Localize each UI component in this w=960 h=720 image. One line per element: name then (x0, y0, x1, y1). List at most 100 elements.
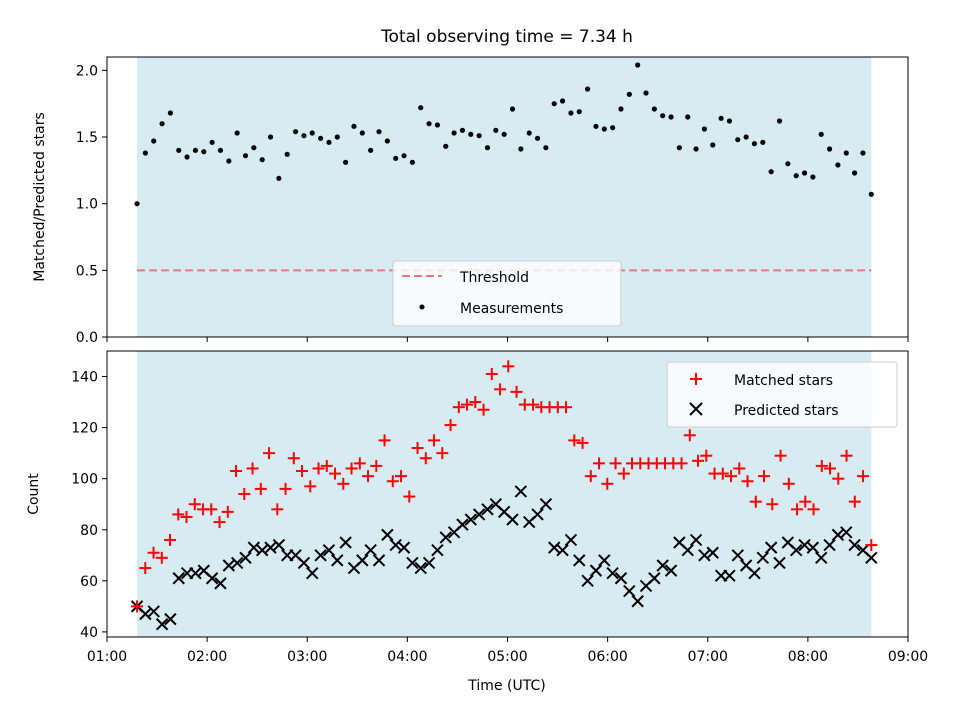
matched-point (584, 470, 597, 483)
matched-point (758, 470, 771, 483)
predicted-point (472, 508, 486, 521)
top-legend-box (392, 260, 622, 327)
measurement-point (484, 145, 491, 151)
matched-point (444, 419, 457, 432)
predicted-point (773, 556, 786, 570)
matched-point (131, 600, 144, 613)
predicted-point (205, 572, 219, 585)
matched-point (436, 447, 449, 460)
measurement-point (668, 114, 674, 120)
measurement-point (226, 158, 232, 164)
measurement-point (242, 153, 249, 159)
matched-point (857, 470, 870, 483)
matched-point (395, 470, 408, 483)
matched-point (576, 436, 589, 449)
measurement-point (801, 170, 808, 176)
measurement-point (793, 173, 799, 179)
matched-point (139, 562, 152, 575)
predicted-point (706, 546, 719, 559)
measurement-point (585, 86, 591, 92)
predicted-point (222, 559, 236, 572)
bottom-legend-box (666, 361, 898, 428)
matched-point (807, 503, 820, 516)
predicted-point (723, 569, 736, 582)
measurement-point (326, 139, 332, 145)
measurement-point (401, 153, 407, 159)
measurement-point (635, 62, 641, 68)
matched-point (304, 480, 317, 493)
matched-point (840, 449, 853, 462)
matched-point (799, 495, 812, 508)
predicted-point (264, 541, 277, 554)
matched-point (188, 498, 201, 511)
bottom-x-tick-label: 05:00 (487, 649, 527, 665)
measurement-point (468, 131, 474, 137)
matched-point (815, 459, 828, 472)
predicted-point (815, 551, 828, 565)
measurement-point (167, 110, 174, 116)
predicted-point (139, 607, 152, 621)
matched-point (279, 482, 292, 495)
measurement-point (393, 155, 399, 161)
bottom-y-tick-label: 80 (80, 523, 98, 539)
matched-point (716, 467, 729, 480)
bottom-y-tick-label: 100 (71, 472, 98, 488)
matched-point (733, 462, 746, 475)
predicted-point (848, 538, 861, 552)
measurement-point (718, 115, 724, 121)
bottom-x-tick-label: 07:00 (688, 649, 728, 665)
matched-point (502, 360, 515, 373)
matched-point (848, 495, 861, 508)
measurement-point (267, 134, 274, 140)
measurement-point (493, 127, 499, 133)
measurement-point (726, 118, 733, 124)
predicted-point (322, 543, 336, 557)
matched-point (254, 482, 267, 495)
predicted-point (306, 566, 319, 580)
top-legend: Threshold Measurements (392, 260, 622, 327)
measurement-point (334, 134, 340, 140)
predicted-point (556, 543, 569, 557)
matched-point (832, 472, 845, 485)
matched-point (609, 457, 622, 470)
predicted-point (606, 566, 619, 580)
matched-point (428, 434, 441, 447)
measurement-point (610, 125, 616, 131)
predicted-point (865, 551, 878, 565)
predicted-point (581, 574, 594, 588)
matched-point (238, 488, 251, 500)
matched-point (461, 398, 474, 411)
matched-point (353, 457, 366, 470)
bottom-y-tick-label: 140 (71, 370, 98, 386)
measurement-point (526, 130, 532, 136)
top-y-ticks: 0.0 0.5 1.0 1.5 2.0 (76, 63, 107, 346)
bottom-y-tick-label: 40 (80, 625, 98, 641)
measurement-point (551, 101, 557, 107)
matched-point (370, 459, 383, 472)
top-points-group (134, 62, 874, 207)
measurement-point (234, 130, 240, 136)
measurement-point (760, 139, 766, 145)
matched-point (180, 510, 193, 523)
matched-point (312, 462, 325, 475)
predicted-point (648, 572, 661, 585)
measurement-point (443, 143, 449, 149)
bottom-x-tick-label: 04:00 (387, 649, 427, 665)
matched-point (205, 503, 218, 516)
predicted-point (147, 605, 160, 618)
predicted-point (331, 554, 344, 567)
matched-point (494, 383, 507, 396)
bottom-x-axis-label: Time (UTC) (467, 678, 545, 694)
measurement-point (835, 162, 841, 168)
predicted-point (481, 503, 494, 516)
measurement-point (151, 138, 157, 144)
bottom-x-tick-label: 09:00 (888, 649, 928, 665)
matched-point (263, 447, 276, 460)
measurement-point (743, 134, 749, 140)
measurement-point (768, 169, 774, 175)
matched-point (403, 490, 416, 503)
measurement-point (318, 135, 324, 141)
predicted-point (840, 526, 853, 539)
bottom-x-tick-label: 06:00 (587, 649, 627, 665)
matched-point (246, 462, 259, 475)
